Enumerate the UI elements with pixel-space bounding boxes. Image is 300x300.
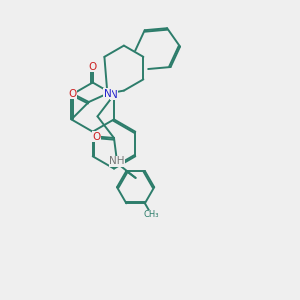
Text: O: O	[88, 62, 97, 72]
Text: N: N	[103, 88, 111, 99]
Text: N: N	[110, 90, 118, 100]
Text: O: O	[92, 131, 101, 142]
Text: O: O	[68, 88, 76, 99]
Text: NH: NH	[109, 156, 125, 167]
Text: CH₃: CH₃	[144, 211, 159, 220]
